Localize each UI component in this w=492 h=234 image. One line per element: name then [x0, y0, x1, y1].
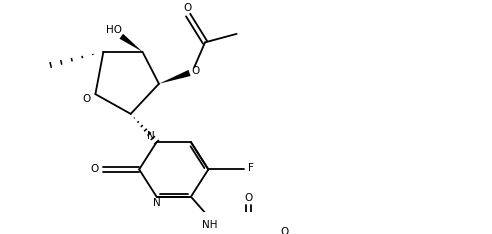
- Text: O: O: [245, 193, 253, 203]
- Text: F: F: [248, 164, 254, 173]
- Text: N: N: [147, 132, 155, 142]
- Text: N: N: [153, 198, 160, 208]
- Text: O: O: [191, 66, 200, 76]
- Text: O: O: [91, 165, 99, 174]
- Polygon shape: [120, 34, 143, 52]
- Text: O: O: [183, 3, 191, 13]
- Text: O: O: [280, 227, 288, 234]
- Text: O: O: [83, 94, 91, 104]
- Polygon shape: [159, 70, 190, 84]
- Text: HO: HO: [106, 25, 122, 35]
- Text: NH: NH: [202, 220, 217, 230]
